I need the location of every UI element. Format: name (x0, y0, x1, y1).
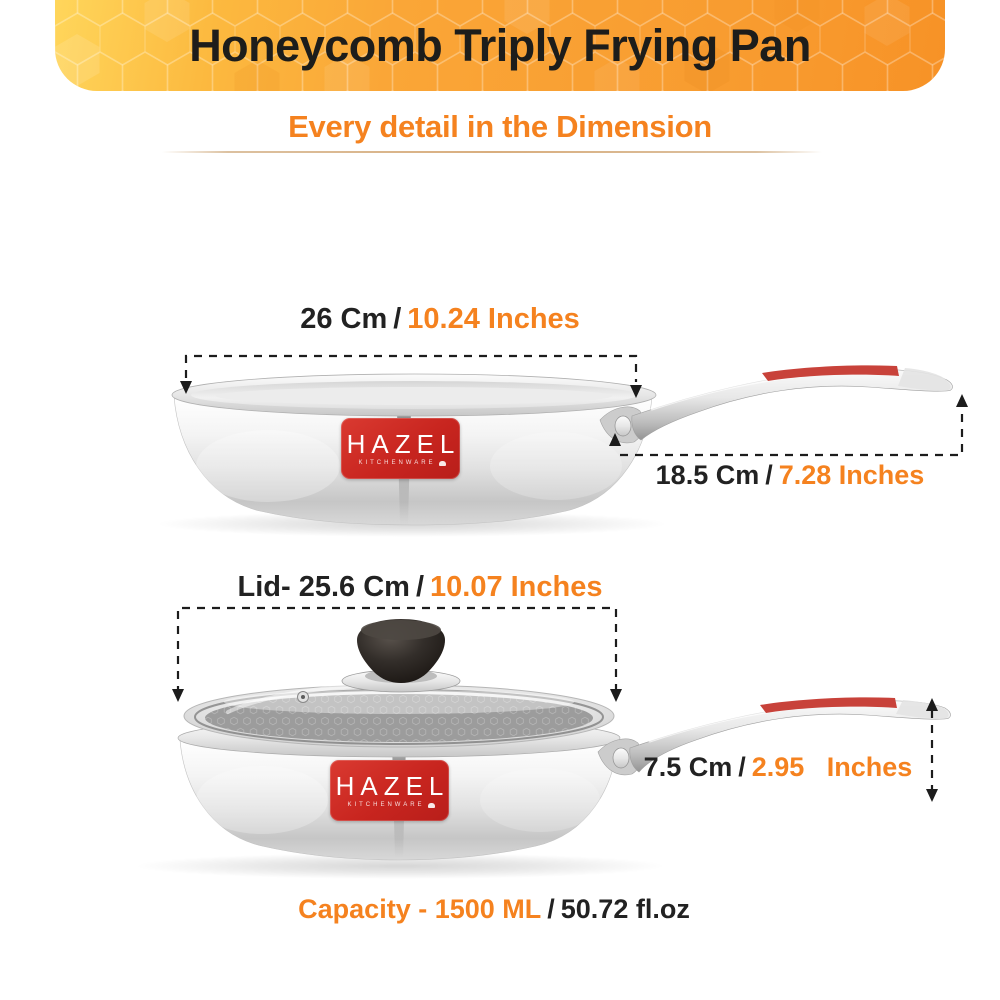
capacity-label: Capacity - 1500 ML/50.72 fl.oz (0, 894, 988, 925)
lid-diameter-label: Lid- 25.6 Cm/10.07 Inches (130, 571, 710, 604)
subtitle-underline (162, 151, 822, 153)
brand-tagline: KITCHENWARE (358, 460, 436, 466)
arrow-up-icon (609, 433, 621, 446)
brand-logo: HAZEL KITCHENWARE (330, 760, 449, 821)
handle2-tip-shade (896, 700, 949, 719)
arrow-down-icon (926, 789, 938, 802)
height-separator: / (738, 752, 746, 782)
lid-dimension-lines (172, 606, 622, 702)
brand-name: HAZEL (346, 429, 461, 459)
pan-with-lid (135, 619, 951, 879)
lid-knob-top (361, 620, 441, 640)
lid-glass-highlight (224, 690, 574, 714)
handle-separator: / (765, 460, 773, 490)
capacity-value: 50.72 fl.oz (560, 894, 690, 924)
lid-metric: Lid- 25.6 Cm (237, 571, 410, 603)
height-imperial: 2.95 Inches (751, 752, 913, 782)
lid-separator: / (415, 571, 424, 603)
diameter-separator: / (393, 303, 402, 335)
subtitle: Every detail in the Dimension (288, 109, 712, 144)
handle2-rivet (612, 747, 630, 769)
arrow-down-icon (180, 381, 192, 394)
diameter-label: 26 Cm/10.24 Inches (140, 303, 740, 336)
steam-vent-hole (301, 695, 305, 699)
diameter-metric: 26 Cm (300, 303, 388, 335)
pan-height-label: 7.5 Cm/2.95 Inches (618, 752, 938, 783)
arrow-up-icon (926, 698, 938, 711)
pan-sheen-right (490, 432, 622, 500)
pan-side-view (157, 365, 953, 537)
pan-sheen-left (196, 430, 340, 502)
arrow-down-icon (630, 385, 642, 398)
handle-grip-red (762, 365, 899, 381)
brand-name: HAZEL (335, 771, 450, 801)
handle2-grip-red (760, 697, 897, 713)
page-title: Honeycomb Triply Frying Pan (189, 19, 811, 71)
handle-dimension-lines (609, 394, 968, 457)
handle-length-label: 18.5 Cm/7.28 Inches (620, 460, 960, 491)
pan-rim-floor (216, 387, 612, 405)
diameter-dimension-lines (180, 354, 642, 398)
pan2-shadow (135, 853, 665, 879)
diameter-imperial: 10.24 Inches (407, 303, 580, 335)
honeycomb-pattern (55, 0, 945, 91)
arrow-down-icon (610, 689, 622, 702)
banner: Honeycomb Triply Frying Pan (55, 0, 945, 91)
lid-imperial: 10.07 Inches (430, 571, 603, 603)
brand-logo: HAZEL KITCHENWARE (341, 418, 460, 479)
handle-tip-shade (898, 368, 951, 391)
handle-metric: 18.5 Cm (655, 460, 760, 490)
honeycomb-interior (205, 694, 593, 742)
capacity-text: Capacity - 1500 ML (298, 894, 542, 924)
handle-imperial: 7.28 Inches (778, 460, 925, 490)
chef-hat-icon (438, 460, 446, 466)
chef-hat-icon (427, 802, 435, 808)
pan2-sheen-right (480, 768, 600, 832)
arrow-down-icon (172, 689, 184, 702)
brand-tagline: KITCHENWARE (347, 802, 425, 808)
height-metric: 7.5 Cm (643, 752, 733, 782)
handle-rivet (614, 415, 632, 437)
pan2-sheen-left (196, 766, 328, 834)
capacity-separator: / (547, 894, 555, 924)
height-dimension-lines (926, 698, 938, 802)
arrow-up-icon (956, 394, 968, 407)
